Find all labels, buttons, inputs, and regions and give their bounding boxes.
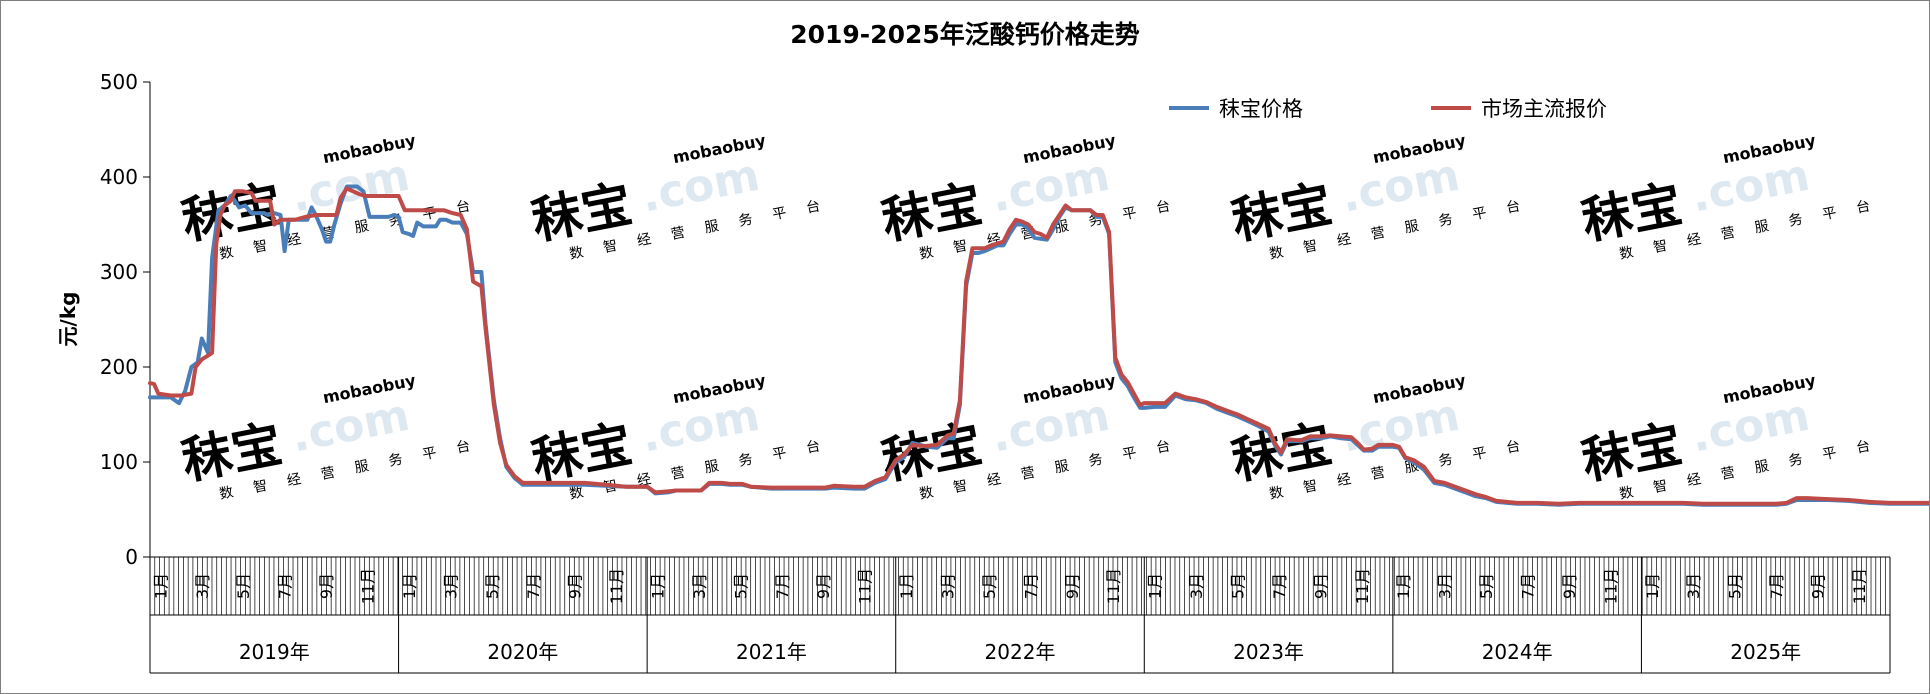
x-month-label: 3月 — [1187, 573, 1206, 599]
x-month-label: 7月 — [276, 573, 295, 599]
watermark-layer: 秣宝 .commobaobuy数 智 经 营 服 务 平 台秣宝 .commobao… — [177, 130, 1879, 502]
x-month-label: 7月 — [1519, 573, 1538, 599]
x-month-label: 11月 — [1104, 568, 1123, 604]
x-month-label: 7月 — [1021, 573, 1040, 599]
x-month-label: 3月 — [690, 573, 709, 599]
x-month-label: 1月 — [649, 573, 668, 599]
legend-label-series2: 市场主流报价 — [1481, 97, 1607, 121]
x-month-label: 7月 — [773, 573, 792, 599]
x-month-label: 9月 — [1311, 573, 1330, 599]
x-month-label: 5月 — [731, 573, 750, 599]
x-month-label: 11月 — [607, 568, 626, 604]
x-month-label: 1月 — [1394, 573, 1413, 599]
x-month-label: 3月 — [939, 573, 958, 599]
y-tick-label: 0 — [125, 545, 138, 569]
y-axis-label: 元/kg — [56, 292, 80, 347]
x-month-label: 9月 — [566, 573, 585, 599]
y-axis: 0 100 200 300 400 500 — [100, 70, 151, 569]
x-month-label: 5月 — [234, 573, 253, 599]
x-month-label: 11月 — [1601, 568, 1620, 604]
series-line-2 — [148, 186, 1929, 506]
legend: 秣宝价格 市场主流报价 — [1169, 97, 1607, 121]
x-month-label: 9月 — [317, 573, 336, 599]
x-month-label: 11月 — [359, 568, 378, 604]
x-year-label: 2023年 — [1233, 640, 1304, 664]
x-year-label: 2020年 — [487, 640, 558, 664]
y-tick-label: 200 — [100, 355, 138, 379]
x-year-label: 2019年 — [239, 640, 310, 664]
x-year-label: 2024年 — [1482, 640, 1553, 664]
x-month-label: 11月 — [856, 568, 875, 604]
x-month-label: 5月 — [980, 573, 999, 599]
x-month-label: 9月 — [1063, 573, 1082, 599]
x-month-label: 3月 — [193, 573, 212, 599]
x-month-label: 1月 — [151, 573, 170, 599]
x-year-label: 2025年 — [1730, 640, 1801, 664]
x-month-label: 9月 — [814, 573, 833, 599]
x-month-label: 11月 — [1353, 568, 1372, 604]
chart-title: 2019-2025年泛酸钙价格走势 — [790, 20, 1140, 49]
y-tick-label: 300 — [100, 260, 138, 284]
y-tick-label: 100 — [100, 450, 138, 474]
x-month-label: 5月 — [1229, 573, 1248, 599]
x-month-label: 9月 — [1560, 573, 1579, 599]
x-month-label: 1月 — [1643, 573, 1662, 599]
x-month-label: 9月 — [1809, 573, 1828, 599]
x-month-label: 7月 — [1270, 573, 1289, 599]
x-month-label: 1月 — [1146, 573, 1165, 599]
x-month-label: 5月 — [1477, 573, 1496, 599]
x-year-label: 2021年 — [736, 640, 807, 664]
x-month-label: 3月 — [1436, 573, 1455, 599]
x-month-label: 5月 — [1726, 573, 1745, 599]
x-month-label: 3月 — [441, 573, 460, 599]
series-layer — [148, 184, 1929, 507]
x-year-label: 2022年 — [985, 640, 1056, 664]
x-month-label: 1月 — [897, 573, 916, 599]
legend-label-series1: 秣宝价格 — [1219, 97, 1303, 121]
y-tick-label: 500 — [100, 70, 138, 94]
x-month-label: 11月 — [1850, 568, 1869, 604]
x-month-label: 1月 — [400, 573, 419, 599]
x-month-label: 7月 — [1767, 573, 1786, 599]
y-tick-label: 400 — [100, 165, 138, 189]
x-axis: 1月 3月 5月 7月 9月 11月 1月 3月 5月 7月 9月 11月 1月 3月 5月 7月 9月 11月 1… — [149, 556, 1891, 674]
x-month-label: 5月 — [483, 573, 502, 599]
x-month-label: 3月 — [1684, 573, 1703, 599]
x-month-label: 7月 — [524, 573, 543, 599]
